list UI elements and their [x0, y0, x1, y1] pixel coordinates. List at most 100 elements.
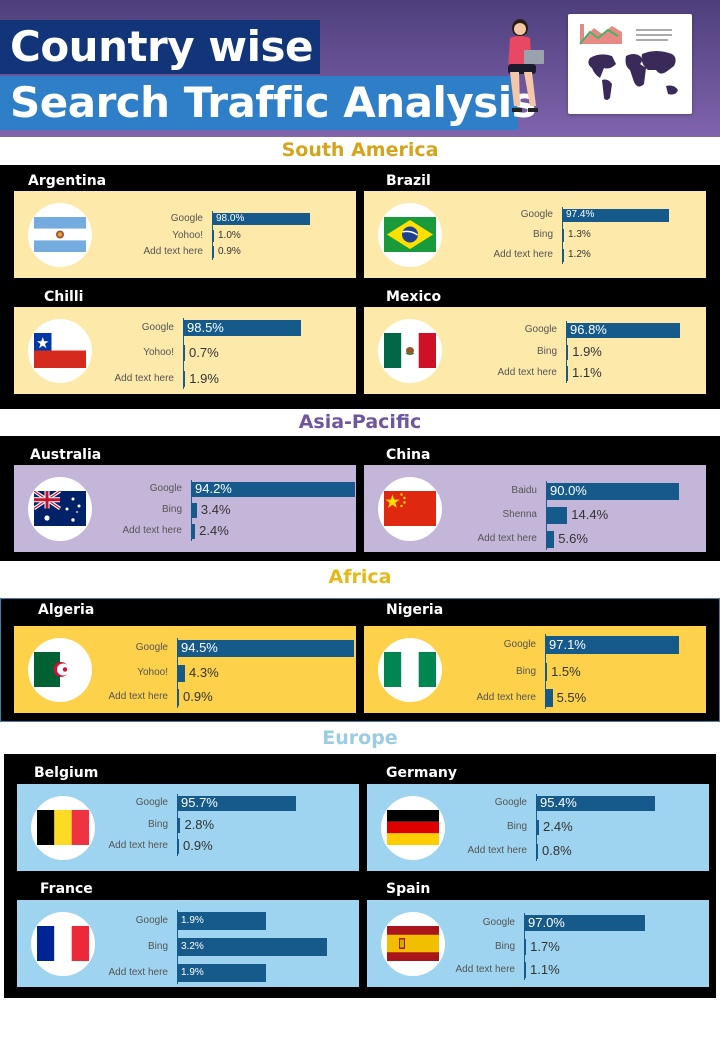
bar-google	[536, 795, 656, 811]
flag-badge	[378, 476, 442, 541]
bar-yohoo	[212, 230, 214, 242]
category-label: Add text here	[122, 525, 182, 536]
data-label: 97.4%	[566, 209, 595, 220]
section-title-asia-pacific: Asia-Pacific	[298, 411, 422, 433]
category-label: Bing	[147, 819, 168, 830]
category-label: Shenna	[502, 509, 537, 520]
category-label: Google	[524, 324, 557, 335]
category-label: Add text here	[497, 367, 557, 378]
bar-google	[177, 795, 296, 811]
data-label: 2.8%	[184, 817, 215, 832]
page-title-line-2: Search Traffic Analysis	[0, 76, 537, 130]
country-chart-australia: Google 94.2% Bing 3.4% Add text here 2.4%	[14, 465, 356, 552]
bar-bing	[177, 817, 181, 833]
data-label: 0.8%	[542, 843, 572, 858]
bar-yohoo	[183, 345, 185, 361]
category-label: Google	[520, 209, 553, 220]
flag-badge	[28, 318, 92, 383]
data-label: 1.2%	[568, 249, 591, 260]
country-name-chilli: Chilli	[44, 289, 84, 305]
data-label: 98.5%	[187, 320, 224, 335]
data-label: 14.4%	[571, 507, 609, 522]
bar-bing	[562, 228, 564, 242]
country-name-brazil: Brazil	[386, 173, 431, 189]
country-name-argentina: Argentina	[28, 173, 107, 189]
argentina-flag-icon	[34, 216, 86, 252]
woman-with-laptop-icon	[508, 19, 544, 112]
flag-badge	[28, 637, 92, 702]
world-map-chart-icon	[568, 14, 692, 114]
bar-bing	[191, 502, 197, 518]
data-label: 95.4%	[540, 795, 577, 810]
data-label: 1.9%	[181, 967, 204, 978]
country-chart-mexico: Google 96.8% Bing 1.9% Add text here 1.1%	[364, 307, 706, 394]
china-flag-icon	[384, 490, 436, 526]
category-label: Add text here	[108, 967, 168, 978]
nigeria-flag-icon	[384, 651, 436, 687]
section-title-europe: Europe	[322, 727, 398, 749]
flag-badge	[381, 795, 445, 860]
spain-flag-icon	[387, 925, 439, 961]
section-title-africa: Africa	[328, 566, 392, 588]
data-label: 94.2%	[195, 481, 232, 496]
data-label: 97.0%	[528, 915, 565, 930]
category-label: Add text here	[143, 246, 203, 257]
bar-google	[191, 481, 355, 497]
bar-google	[212, 213, 310, 225]
bar-add-text-here	[536, 843, 538, 859]
bar-add-text-here	[566, 365, 568, 381]
category-label: Yohoo!	[172, 230, 203, 241]
data-label: 3.4%	[200, 502, 231, 517]
bar-baidu	[546, 482, 680, 500]
data-label: 0.9%	[183, 838, 213, 853]
category-label: Yohoo!	[137, 667, 168, 678]
country-chart-france: Google 1.9% Bing 3.2% Add text here 1.9%	[17, 900, 359, 987]
country-chart-algeria: Google 94.5% Yohoo! 4.3% Add text here 0.9%	[14, 626, 356, 713]
category-label: Add text here	[108, 840, 168, 851]
map-graphic	[579, 24, 678, 100]
country-chart-china: Baidu 90.0% Shenna 14.4% Add text here 5.6%	[364, 465, 706, 552]
category-label: Bing	[161, 504, 182, 515]
bar-google	[183, 320, 302, 336]
data-label: 2.4%	[199, 523, 229, 538]
category-label: Add text here	[108, 691, 168, 702]
country-chart-spain: Google 97.0% Bing 1.7% Add text here 1.1%	[367, 900, 709, 987]
data-label: 0.9%	[218, 246, 241, 257]
bar-google	[562, 208, 670, 222]
data-label: 2.4%	[543, 819, 573, 834]
category-label: Bing	[147, 941, 168, 952]
australia-flag-icon	[34, 490, 86, 526]
category-label: Bing	[532, 229, 553, 240]
germany-flag-icon	[387, 809, 439, 845]
flag-badge	[28, 202, 92, 267]
data-label: 1.0%	[218, 230, 241, 241]
bar-add-text-here	[212, 246, 214, 258]
flag-badge	[378, 202, 442, 267]
country-chart-argentina: Google 98.0% Yohoo! 1.0% Add text here 0.9%	[14, 191, 356, 278]
flag-badge	[378, 318, 442, 383]
chile-flag-icon	[34, 332, 86, 368]
category-label: Add text here	[467, 845, 527, 856]
category-label: Add text here	[114, 373, 174, 384]
data-label: 95.7%	[181, 795, 218, 810]
country-chart-chilli: Google 98.5% Yohoo! 0.7% Add text here 1.9%	[14, 307, 356, 394]
bar-google	[545, 636, 679, 654]
country-name-nigeria: Nigeria	[386, 602, 444, 618]
flag-badge	[31, 795, 95, 860]
data-label: 1.9%	[572, 344, 602, 359]
category-label: Bing	[494, 941, 515, 952]
bar-add-text-here	[183, 371, 186, 387]
category-label: Add text here	[477, 533, 537, 544]
header-banner: Country wise Search Traffic Analysis	[0, 0, 720, 137]
data-label: 0.7%	[189, 345, 219, 360]
bar-add-text-here	[562, 248, 564, 262]
data-label: 4.3%	[189, 665, 219, 680]
data-label: 5.5%	[556, 690, 587, 705]
category-label: Google	[141, 322, 174, 333]
data-label: 1.9%	[189, 371, 219, 386]
bar-google	[566, 322, 681, 338]
category-label: Google	[149, 483, 182, 494]
category-label: Bing	[536, 346, 557, 357]
flag-badge	[381, 911, 445, 976]
country-name-france: France	[40, 881, 93, 897]
